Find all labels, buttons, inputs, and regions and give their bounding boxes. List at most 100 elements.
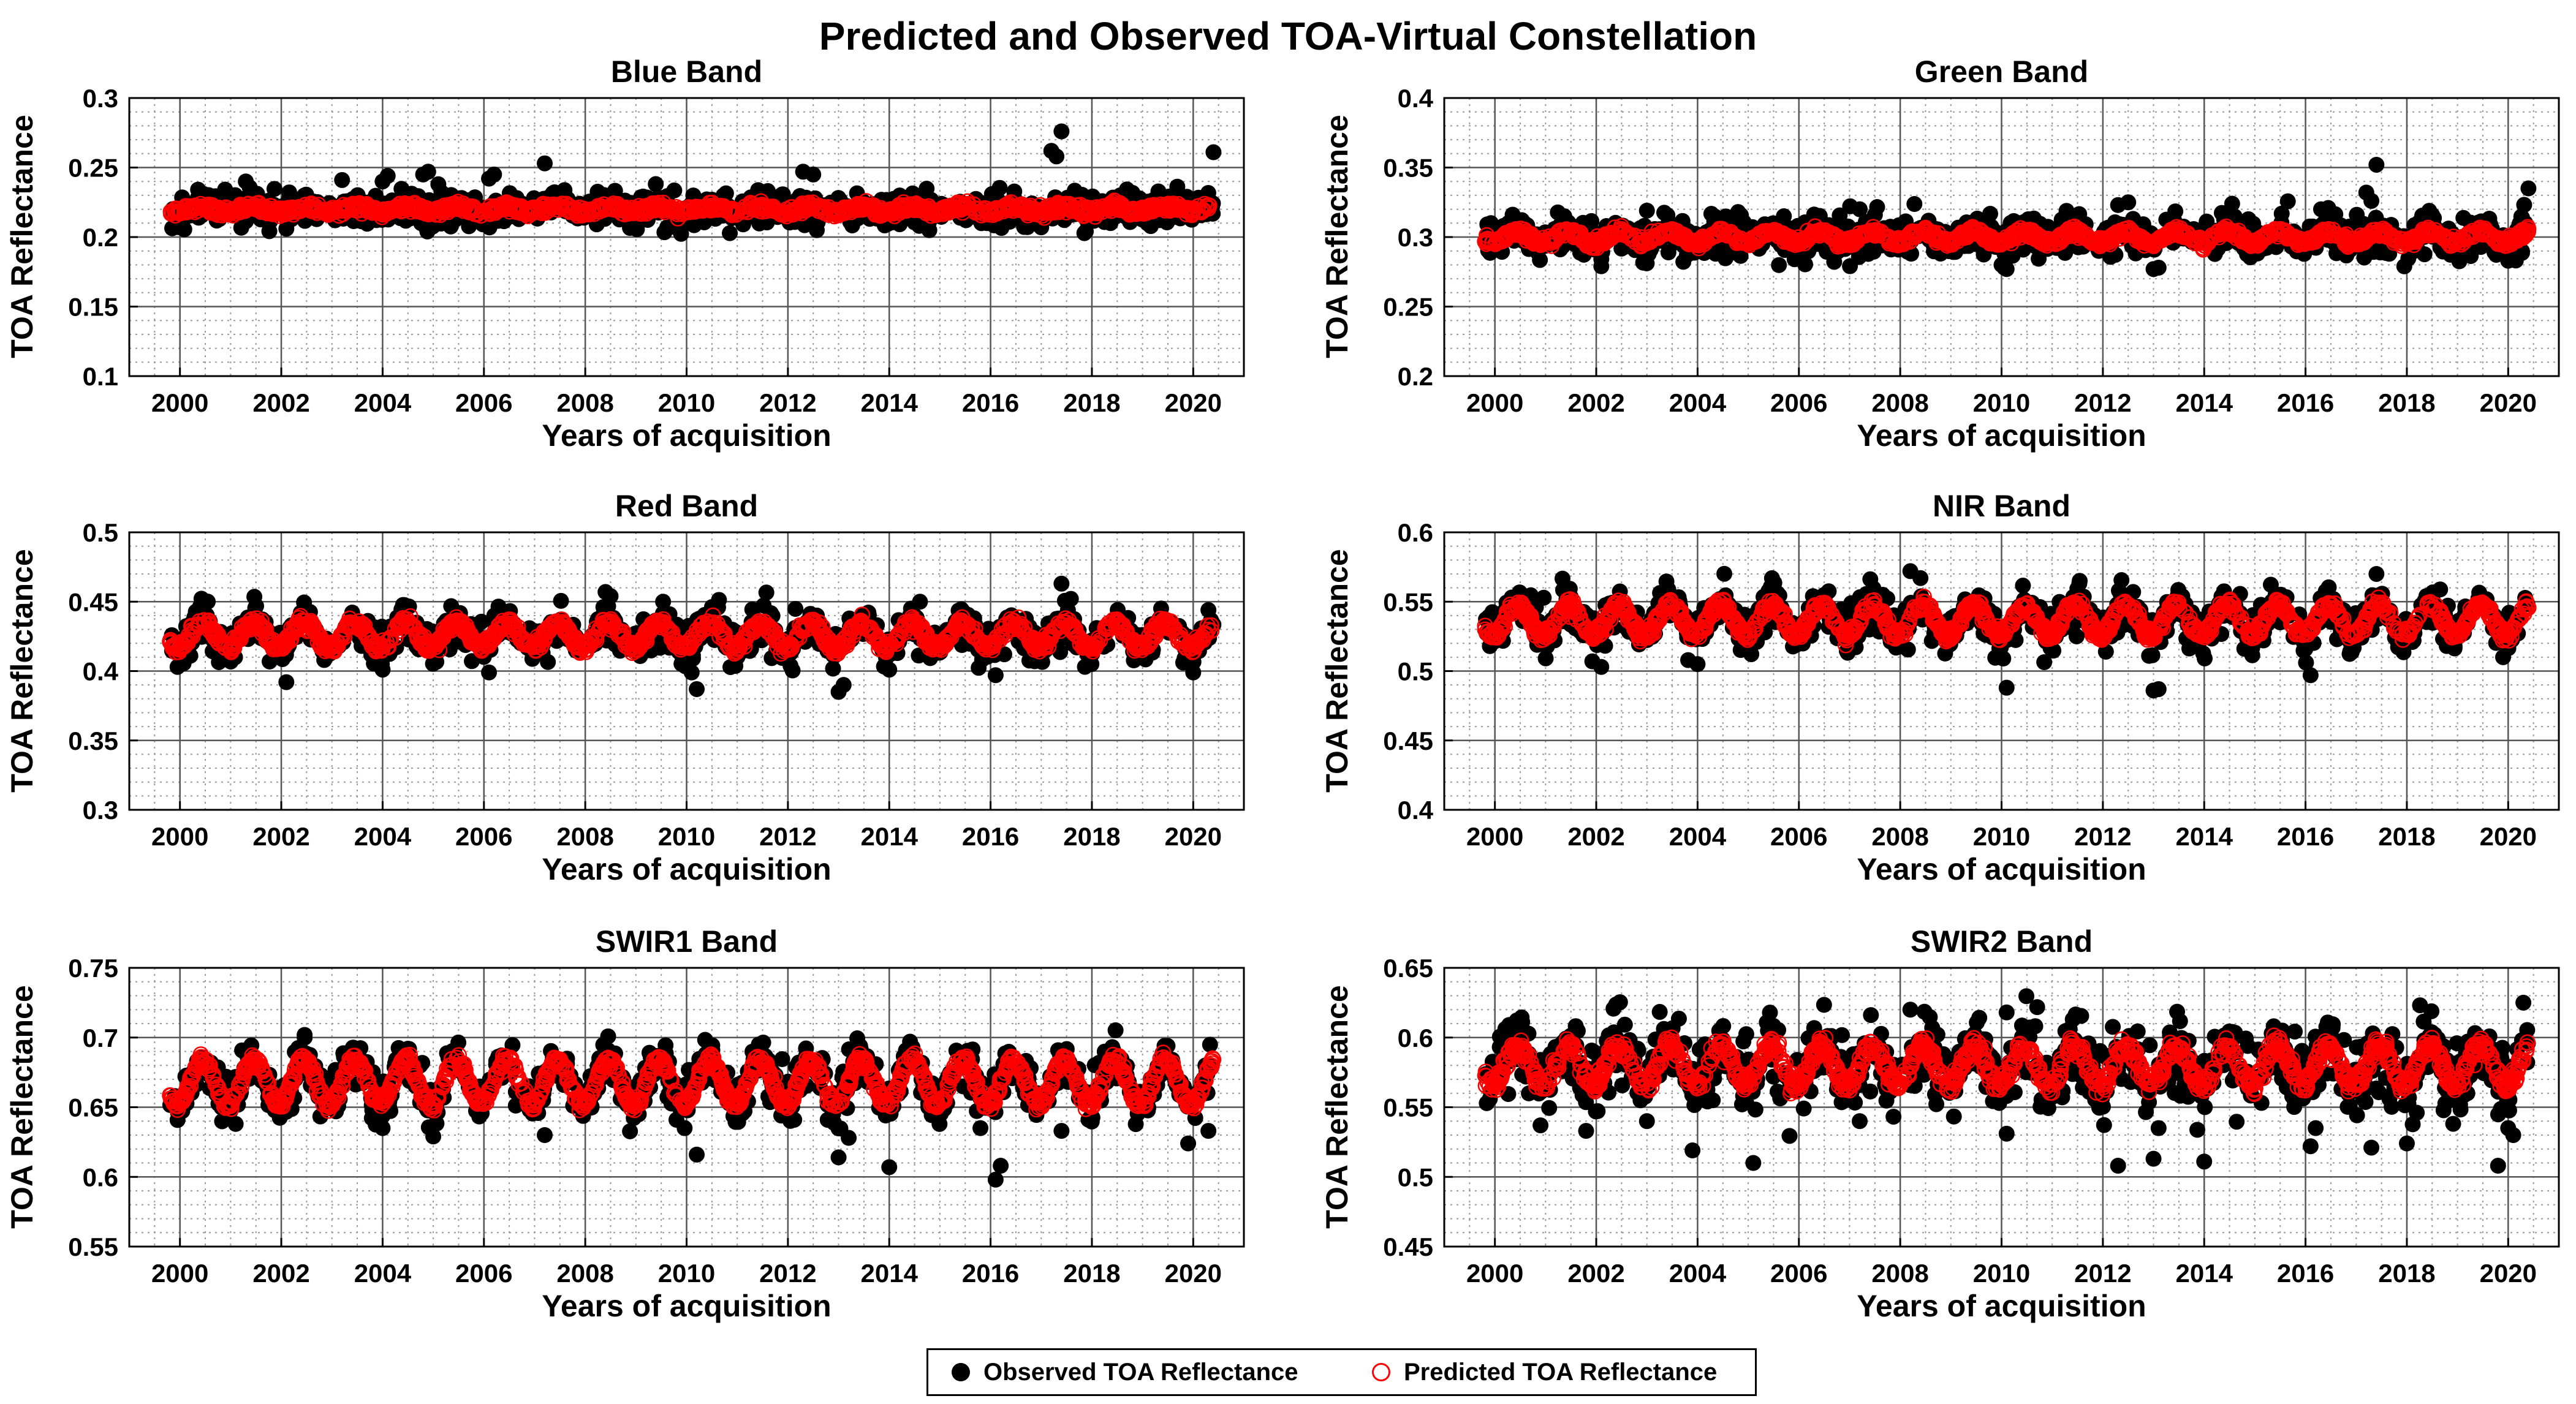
predicted-point <box>1484 233 1501 251</box>
predicted-point <box>316 203 333 220</box>
predicted-point <box>2425 224 2442 241</box>
y-tick-label: 0.2 <box>83 223 118 252</box>
observed-point <box>481 219 498 236</box>
predicted-point <box>2256 230 2273 247</box>
predicted-point <box>571 203 588 220</box>
predicted-point <box>2113 225 2130 243</box>
predicted-point <box>352 198 369 215</box>
predicted-point <box>2387 232 2403 249</box>
predicted-point <box>1129 203 1146 220</box>
observed-point <box>546 184 563 200</box>
predicted-point <box>985 206 1001 224</box>
predicted-point <box>1179 200 1196 216</box>
observed-point <box>1048 148 1065 165</box>
observed-point <box>176 221 192 238</box>
predicted-point <box>297 197 314 214</box>
predicted-point <box>775 205 792 222</box>
scatter-plot-1: 2000 2002 2004 2006 2008 2010 2012 2014 2016 2018… <box>1383 84 2560 417</box>
observed-point <box>2327 206 2344 222</box>
predicted-series <box>162 192 1218 227</box>
observed-point <box>2313 201 2329 217</box>
predicted-point <box>2486 232 2502 248</box>
observed-point <box>656 224 673 241</box>
predicted-point <box>2120 223 2137 240</box>
predicted-point <box>787 202 804 219</box>
predicted-point <box>1195 203 1211 219</box>
predicted-point <box>1803 226 1820 243</box>
predicted-point <box>2014 223 2031 240</box>
predicted-point <box>2290 236 2306 253</box>
predicted-point <box>1112 202 1129 219</box>
predicted-point <box>2413 225 2430 242</box>
predicted-point <box>535 198 552 215</box>
observed-series <box>1479 156 2537 277</box>
predicted-point <box>1566 227 1583 243</box>
predicted-point <box>2293 233 2310 250</box>
predicted-point <box>1200 197 1217 214</box>
observed-point <box>1593 258 1610 274</box>
predicted-point <box>1020 201 1037 217</box>
predicted-point <box>638 205 654 222</box>
predicted-point <box>729 206 745 222</box>
predicted-point <box>275 200 292 217</box>
predicted-point <box>956 199 972 216</box>
predicted-point <box>2166 224 2183 241</box>
predicted-point <box>2173 223 2191 240</box>
predicted-point <box>1782 234 1798 251</box>
predicted-point <box>917 202 933 219</box>
observed-point <box>805 166 822 183</box>
y-axis-label: TOA Reflectance <box>1320 115 1354 358</box>
predicted-point <box>2164 222 2181 239</box>
observed-point <box>430 176 447 192</box>
predicted-point <box>1042 201 1059 217</box>
y-tick-label: 0.25 <box>68 154 118 183</box>
observed-point <box>1998 261 2015 277</box>
predicted-point <box>1590 231 1607 248</box>
predicted-point <box>186 200 203 217</box>
observed-point <box>1033 219 1050 236</box>
predicted-point <box>691 200 708 217</box>
predicted-point <box>879 205 896 221</box>
predicted-point <box>2442 231 2459 248</box>
predicted-point <box>2122 225 2139 243</box>
predicted-point <box>1128 205 1145 222</box>
predicted-point <box>579 204 596 221</box>
observed-point <box>1659 207 1676 224</box>
predicted-point <box>2307 233 2324 250</box>
observed-point <box>1077 223 1094 240</box>
predicted-point <box>229 202 246 218</box>
observed-point <box>419 223 436 240</box>
predicted-point <box>393 198 410 215</box>
predicted-point <box>373 205 390 222</box>
predicted-point <box>1545 228 1562 246</box>
predicted-point <box>2031 228 2048 245</box>
predicted-point <box>560 202 577 218</box>
x-tick-label: 2020 <box>1165 388 1222 417</box>
x-tick-label: 2006 <box>455 388 512 417</box>
predicted-point <box>2145 236 2162 252</box>
predicted-series <box>1477 217 2537 258</box>
predicted-point <box>1894 235 1911 252</box>
predicted-point <box>737 202 753 219</box>
predicted-point <box>1713 221 1730 238</box>
predicted-point <box>1964 223 1980 240</box>
observed-point <box>379 168 396 184</box>
observed-point <box>1675 254 1692 270</box>
predicted-point <box>450 198 466 216</box>
predicted-point <box>870 203 887 220</box>
predicted-point <box>1890 230 1907 246</box>
predicted-point <box>1854 227 1871 244</box>
predicted-point <box>2100 233 2117 251</box>
observed-point <box>1660 244 1676 261</box>
predicted-point <box>1847 230 1863 247</box>
observed-point <box>2167 203 2184 220</box>
predicted-point <box>1083 205 1100 222</box>
x-tick-label: 2002 <box>252 388 309 417</box>
predicted-point <box>1719 227 1736 244</box>
predicted-point <box>753 198 770 216</box>
predicted-point <box>662 200 678 216</box>
predicted-point <box>1480 231 1496 247</box>
panel-title: Blue Band <box>610 55 763 89</box>
predicted-point <box>822 205 839 222</box>
predicted-point <box>816 203 832 221</box>
